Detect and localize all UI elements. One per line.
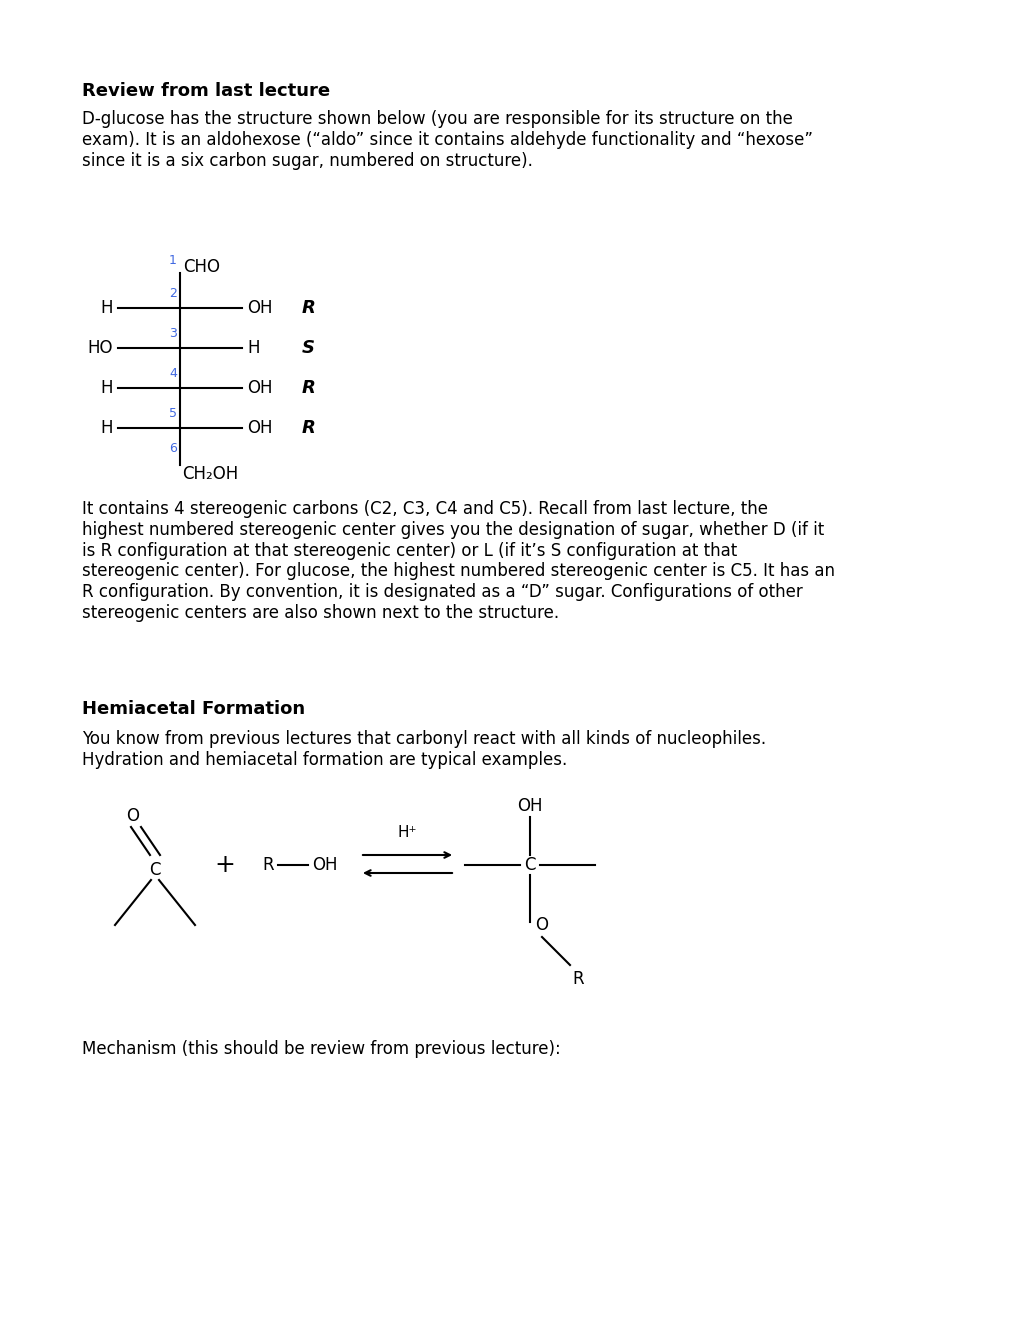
Text: D-glucose has the structure shown below (you are responsible for its structure o: D-glucose has the structure shown below … xyxy=(82,110,812,169)
Text: Review from last lecture: Review from last lecture xyxy=(82,82,330,100)
Text: 5: 5 xyxy=(169,407,177,420)
Text: H⁺: H⁺ xyxy=(397,825,417,840)
Text: H: H xyxy=(101,300,113,317)
Text: H: H xyxy=(101,418,113,437)
Text: C: C xyxy=(149,861,161,879)
Text: OH: OH xyxy=(247,300,272,317)
Text: 1: 1 xyxy=(169,253,177,267)
Text: You know from previous lectures that carbonyl react with all kinds of nucleophil: You know from previous lectures that car… xyxy=(82,730,765,768)
Text: R: R xyxy=(262,855,273,874)
Text: 2: 2 xyxy=(169,286,177,300)
Text: OH: OH xyxy=(312,855,337,874)
Text: O: O xyxy=(535,916,547,935)
Text: Mechanism (this should be review from previous lecture):: Mechanism (this should be review from pr… xyxy=(82,1040,560,1059)
Text: OH: OH xyxy=(247,418,272,437)
Text: R: R xyxy=(302,300,316,317)
Text: R: R xyxy=(302,379,316,397)
Text: C: C xyxy=(524,855,535,874)
Text: It contains 4 stereogenic carbons (C2, C3, C4 and C5). Recall from last lecture,: It contains 4 stereogenic carbons (C2, C… xyxy=(82,500,835,622)
Text: 4: 4 xyxy=(169,367,177,380)
Text: OH: OH xyxy=(247,379,272,397)
Text: O: O xyxy=(126,807,140,825)
Text: Hemiacetal Formation: Hemiacetal Formation xyxy=(82,700,305,718)
Text: 6: 6 xyxy=(169,442,177,455)
Text: S: S xyxy=(302,339,315,356)
Text: R: R xyxy=(302,418,316,437)
Text: HO: HO xyxy=(88,339,113,356)
Text: H: H xyxy=(247,339,259,356)
Text: CHO: CHO xyxy=(182,257,220,276)
Text: 3: 3 xyxy=(169,327,177,341)
Text: +: + xyxy=(214,853,235,876)
Text: CH₂OH: CH₂OH xyxy=(181,465,238,483)
Text: H: H xyxy=(101,379,113,397)
Text: R: R xyxy=(572,970,583,987)
Text: OH: OH xyxy=(517,797,542,814)
